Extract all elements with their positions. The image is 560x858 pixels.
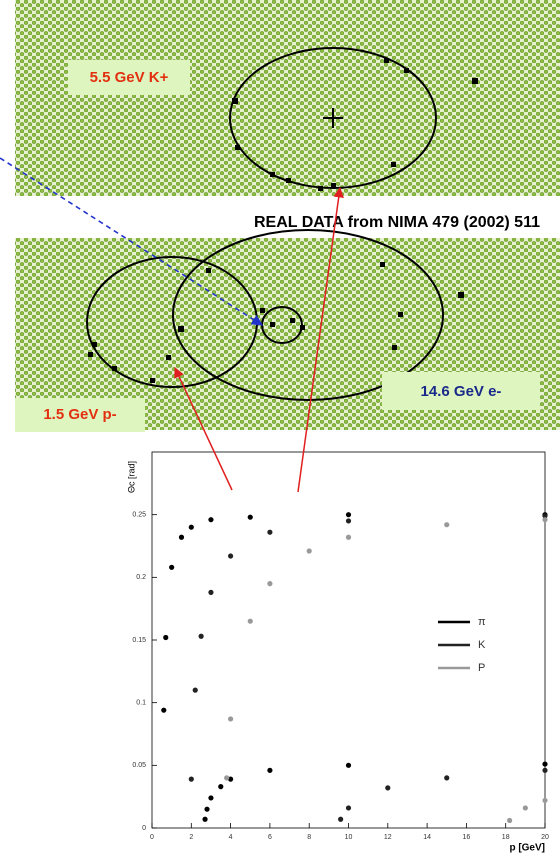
point — [345, 762, 352, 768]
x-axis-label: p [GeV] — [509, 843, 545, 854]
point — [444, 775, 450, 781]
point — [178, 534, 185, 540]
point — [198, 633, 204, 639]
point — [218, 784, 224, 790]
hits — [88, 262, 464, 383]
point — [163, 634, 169, 641]
legend-label: P — [478, 662, 485, 674]
point — [542, 517, 548, 523]
point — [542, 761, 548, 767]
point — [224, 775, 230, 781]
point — [208, 795, 214, 801]
point — [202, 816, 208, 822]
point — [169, 564, 175, 570]
arrow — [0, 157, 263, 326]
x-tick-label: 4 — [229, 834, 233, 841]
point — [542, 767, 548, 773]
y-tick-label: 0.05 — [132, 762, 146, 769]
point — [188, 776, 194, 782]
x-tick-label: 6 — [268, 834, 272, 841]
x-tick-label: 0 — [150, 834, 154, 841]
label-box — [68, 60, 190, 95]
point — [228, 553, 234, 559]
electron-label: 14.6 GeV e- — [421, 383, 502, 400]
arrow — [297, 186, 344, 493]
legend-label: K — [478, 639, 486, 651]
detector-panel — [15, 0, 560, 196]
label-box — [382, 372, 540, 410]
point — [228, 716, 234, 722]
y-tick-label: 0.2 — [136, 574, 146, 581]
point — [522, 805, 528, 811]
point — [345, 805, 352, 811]
point — [345, 518, 352, 524]
point — [385, 785, 391, 791]
y-tick-label: 0 — [142, 825, 146, 832]
x-tick-label: 8 — [307, 834, 311, 841]
point — [247, 514, 253, 520]
chart-frame — [123, 440, 558, 858]
legend-label: π — [478, 616, 486, 628]
y-axis-label: Θc [rad] — [126, 461, 136, 493]
point — [338, 816, 344, 822]
arrow — [174, 367, 233, 491]
hits — [232, 58, 478, 191]
x-tick-label: 20 — [541, 834, 549, 841]
point — [208, 589, 214, 595]
point — [188, 524, 194, 530]
point — [204, 806, 210, 812]
point — [542, 797, 548, 804]
point — [345, 534, 352, 540]
proton-label: 1.5 GeV p- — [43, 406, 116, 423]
source-label: REAL DATA from NIMA 479 (2002) 511 — [254, 214, 540, 231]
point — [306, 548, 312, 554]
point — [247, 618, 253, 624]
x-tick-label: 10 — [345, 834, 353, 841]
point — [208, 517, 214, 523]
kaon-label: 5.5 GeV K+ — [90, 69, 169, 86]
y-tick-label: 0.15 — [132, 637, 146, 644]
y-tick-label: 0.1 — [136, 700, 146, 707]
x-tick-label: 2 — [189, 834, 193, 841]
y-tick-label: 0.25 — [132, 512, 146, 519]
x-tick-label: 14 — [423, 834, 431, 841]
x-tick-label: 16 — [463, 834, 471, 841]
point — [267, 767, 273, 773]
label-box — [15, 398, 145, 432]
point — [444, 522, 450, 528]
x-tick-label: 18 — [502, 834, 510, 841]
point — [192, 687, 198, 693]
point — [161, 707, 167, 713]
point — [345, 512, 352, 518]
plot: 0 2 4 6 8 10 12 14 16 18 20 0 0.05 0.1 0.15 0.2 0.25 p [G… — [126, 461, 549, 854]
point — [507, 817, 513, 824]
point — [267, 529, 273, 535]
point — [542, 513, 548, 519]
point — [228, 776, 234, 782]
point — [267, 581, 273, 587]
x-tick-label: 12 — [384, 834, 392, 841]
ring-center — [323, 108, 343, 128]
